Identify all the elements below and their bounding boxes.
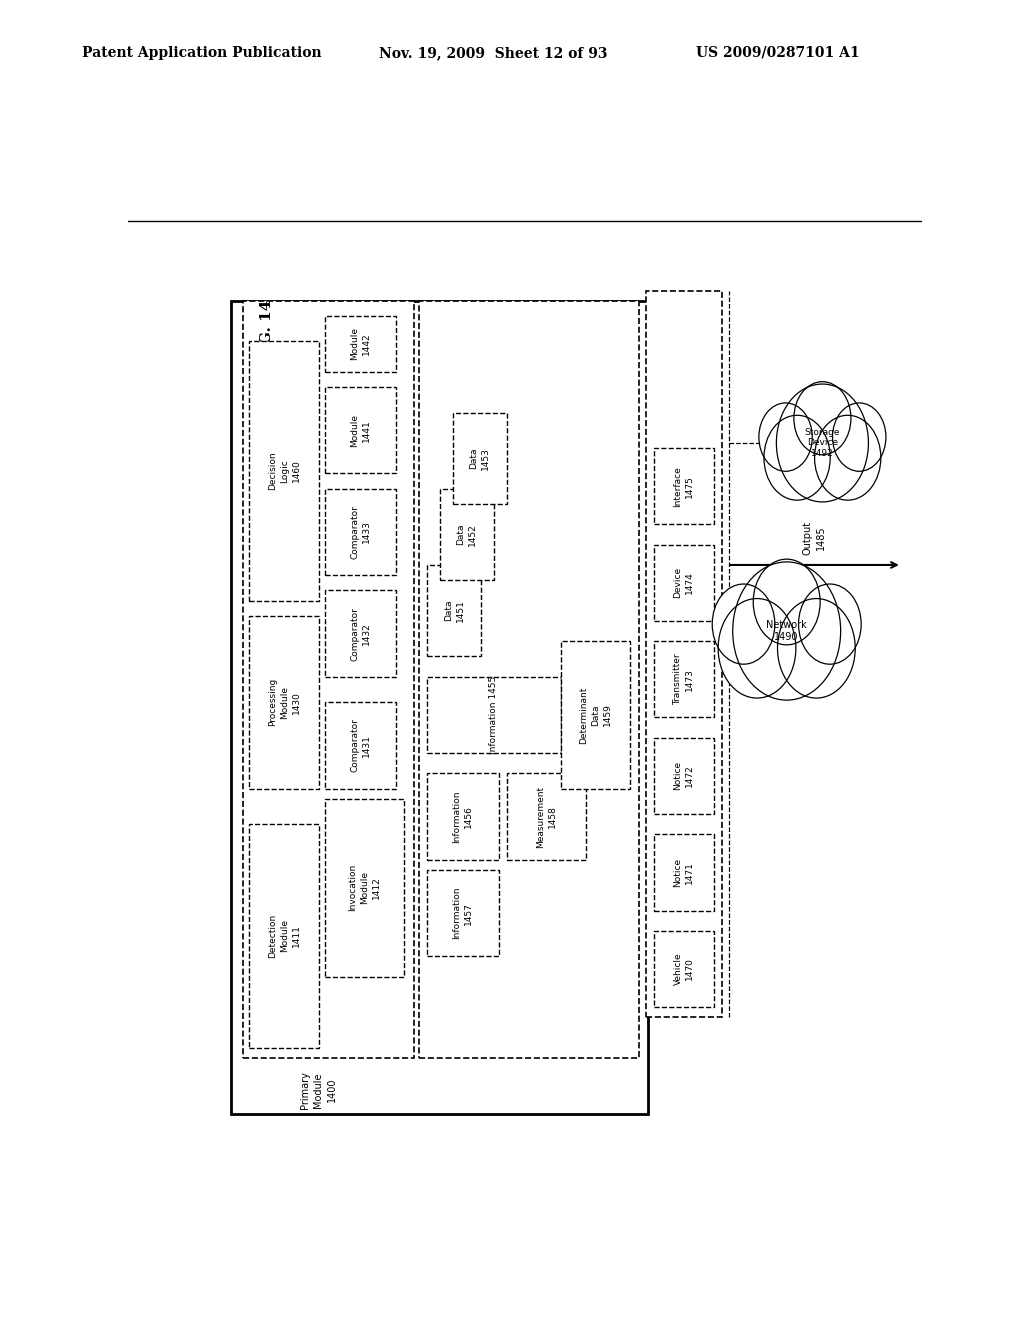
Text: Device
1474: Device 1474	[674, 568, 694, 598]
Text: Notice
1471: Notice 1471	[674, 858, 694, 887]
Text: Notice
1472: Notice 1472	[674, 762, 694, 791]
Text: Module
1442: Module 1442	[350, 327, 371, 360]
Bar	[427, 565, 481, 656]
Bar	[560, 642, 631, 788]
Text: US 2009/0287101 A1: US 2009/0287101 A1	[696, 46, 860, 59]
Circle shape	[776, 384, 868, 502]
Text: Primary
Module
1400: Primary Module 1400	[300, 1071, 337, 1109]
Bar	[243, 301, 414, 1057]
Bar	[453, 413, 507, 504]
Bar	[654, 931, 714, 1007]
Text: Interface
1475: Interface 1475	[674, 466, 694, 507]
Text: Information
1457: Information 1457	[453, 887, 473, 940]
Text: Decision
Logic
1460: Decision Logic 1460	[268, 451, 301, 490]
Text: Module
1441: Module 1441	[350, 413, 371, 446]
Bar	[654, 834, 714, 911]
Text: Detection
Module
1411: Detection Module 1411	[268, 913, 301, 958]
Circle shape	[759, 403, 812, 471]
Text: Processing
Module
1430: Processing Module 1430	[268, 678, 301, 726]
Bar	[654, 545, 714, 620]
Text: Measurement
1458: Measurement 1458	[536, 785, 557, 847]
Text: Data
1451: Data 1451	[443, 599, 465, 622]
Text: Invocation
Module
1412: Invocation Module 1412	[348, 865, 381, 911]
Bar	[654, 738, 714, 814]
Bar	[427, 677, 560, 752]
Bar	[419, 301, 639, 1057]
Text: Storage
Device
1492: Storage Device 1492	[805, 428, 840, 458]
Bar	[325, 387, 396, 474]
Bar	[654, 447, 714, 524]
Bar	[250, 615, 319, 788]
Circle shape	[777, 598, 855, 698]
Circle shape	[814, 416, 881, 500]
Bar	[427, 870, 499, 956]
Text: Comparator
1432: Comparator 1432	[350, 607, 371, 660]
Text: Network
1490: Network 1490	[766, 620, 807, 642]
Bar	[325, 315, 396, 372]
Text: Data
1453: Data 1453	[469, 446, 489, 470]
Text: Comparator
1433: Comparator 1433	[350, 506, 371, 558]
Text: Nov. 19, 2009  Sheet 12 of 93: Nov. 19, 2009 Sheet 12 of 93	[379, 46, 607, 59]
Bar	[507, 774, 586, 859]
Bar	[654, 642, 714, 718]
Bar	[325, 799, 404, 977]
Text: Output
1485: Output 1485	[803, 520, 826, 554]
Text: Transmitter
1473: Transmitter 1473	[674, 653, 694, 705]
Circle shape	[799, 583, 861, 664]
Text: Vehicle
1470: Vehicle 1470	[674, 953, 694, 985]
Circle shape	[833, 403, 886, 471]
Bar	[325, 488, 396, 576]
Text: Patent Application Publication: Patent Application Publication	[82, 46, 322, 59]
Text: Information
1456: Information 1456	[453, 791, 473, 842]
Circle shape	[718, 598, 796, 698]
Text: Comparator
1431: Comparator 1431	[350, 718, 371, 772]
Bar	[325, 590, 396, 677]
Bar	[325, 702, 396, 788]
Circle shape	[733, 562, 841, 700]
Bar	[250, 824, 319, 1048]
Bar	[427, 774, 499, 859]
Circle shape	[794, 381, 851, 455]
Text: Data
1452: Data 1452	[457, 523, 477, 546]
Text: Information 1455: Information 1455	[489, 676, 499, 754]
Text: FIG. 14: FIG. 14	[260, 300, 273, 363]
Bar	[440, 488, 494, 581]
Circle shape	[713, 583, 775, 664]
Circle shape	[754, 560, 820, 645]
Bar	[231, 301, 648, 1114]
Bar	[646, 290, 722, 1018]
Bar	[250, 342, 319, 601]
Text: Determinant
Data
1459: Determinant Data 1459	[580, 686, 611, 743]
Circle shape	[764, 416, 830, 500]
